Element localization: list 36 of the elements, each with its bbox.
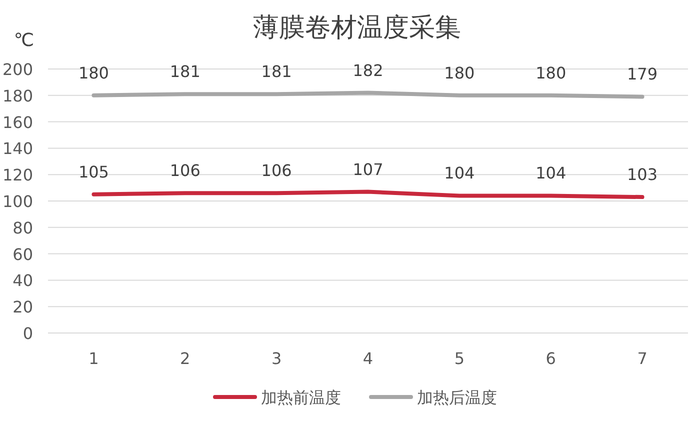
x-tick-label: 1 [88,349,99,368]
y-tick-label: 140 [2,139,33,158]
data-label: 181 [261,62,292,82]
legend-label: 加热前温度 [261,388,341,407]
data-label: 180 [78,63,109,82]
data-label: 104 [536,164,566,183]
y-tick-label: 60 [12,244,33,264]
x-tick-label: 3 [271,349,282,368]
y-tick-label: 120 [2,166,33,185]
data-label: 180 [444,63,475,82]
y-tick-label: 200 [2,60,33,79]
x-tick-label: 5 [454,349,465,368]
data-label: 106 [261,161,292,180]
data-label: 107 [352,160,384,179]
x-tick-label: 4 [362,349,374,368]
y-tick-label: 180 [2,86,33,106]
data-label: 103 [627,165,658,184]
y-tick-label: 40 [12,271,33,290]
y-tick-label: 20 [12,298,33,317]
y-tick-label: 80 [12,218,33,238]
data-label: 105 [78,162,109,182]
x-tick-label: 6 [546,349,556,368]
data-label: 106 [170,161,200,180]
data-label: 180 [536,63,566,82]
x-tick-label: 7 [637,349,648,368]
x-tick-label: 2 [180,349,190,368]
chart-title: 薄膜卷材温度采集 [253,13,461,43]
data-label: 181 [170,62,200,82]
y-tick-label: 0 [22,324,33,343]
y-tick-label: 160 [2,112,33,132]
data-label: 104 [444,164,475,183]
data-label: 182 [352,60,384,80]
legend-label: 加热后温度 [417,388,497,407]
y-tick-label: 100 [2,192,33,211]
y-axis-title: ℃ [14,30,34,51]
data-label: 179 [627,64,658,84]
